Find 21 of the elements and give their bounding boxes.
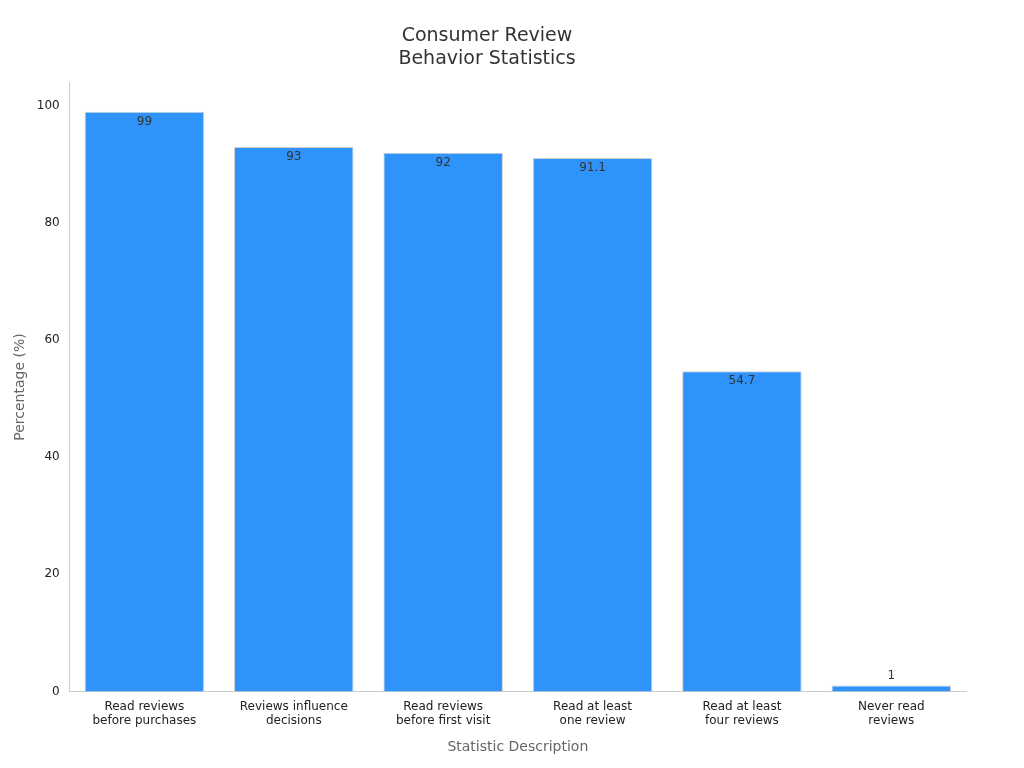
y-tick-label: 0 bbox=[52, 683, 60, 698]
data-label: 92 bbox=[435, 154, 451, 169]
data-label: 91.1 bbox=[579, 160, 606, 175]
data-label: 54.7 bbox=[728, 373, 756, 388]
x-tick-label: Read at least one review bbox=[553, 698, 633, 728]
x-tick-label: Read at least four reviews bbox=[702, 698, 782, 728]
data-label: 99 bbox=[136, 113, 153, 128]
x-tick-label: Read reviews before first visit bbox=[395, 698, 491, 728]
x-axis-title: Statistic Description bbox=[447, 738, 589, 755]
x-tick-label: Never read reviews bbox=[858, 698, 925, 728]
data-label: 1 bbox=[887, 667, 896, 682]
y-axis-title: Percentage (%) bbox=[11, 333, 28, 441]
y-tick-label: 20 bbox=[44, 566, 60, 581]
y-tick-label: 60 bbox=[44, 332, 60, 347]
y-tick-label: 80 bbox=[44, 215, 60, 230]
x-tick-label: Reviews influence decisions bbox=[239, 698, 348, 728]
chart-title: Consumer Review Behavior Statistics bbox=[398, 23, 576, 69]
y-tick-label: 40 bbox=[44, 449, 60, 464]
y-tick-label: 100 bbox=[36, 98, 60, 113]
x-tick-label: Read reviews before purchases bbox=[92, 698, 197, 728]
data-label: 93 bbox=[286, 149, 302, 164]
